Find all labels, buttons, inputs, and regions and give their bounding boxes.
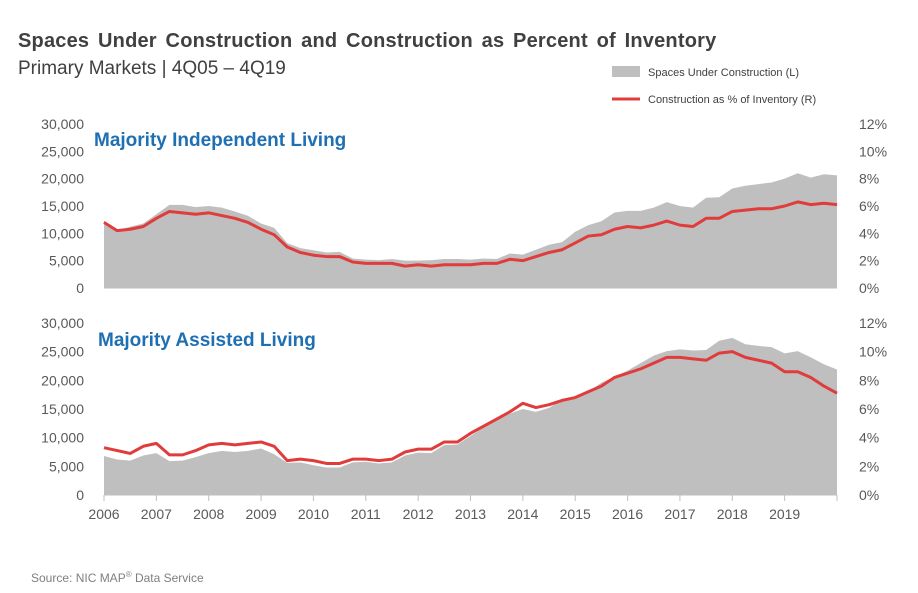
series-pct-line-panel-2 <box>103 350 838 465</box>
y-right-tick-label: 8% <box>859 372 879 388</box>
y-right-tick-label: 4% <box>859 225 879 241</box>
x-tick-label: 2013 <box>455 506 486 522</box>
y-right-tick-label: 4% <box>859 430 879 446</box>
x-tick-label: 2017 <box>664 506 695 522</box>
y-left-tick-label: 30,000 <box>41 116 84 132</box>
y-right-tick-label: 0% <box>859 487 879 503</box>
source-text: Source: NIC MAP <box>31 571 126 585</box>
x-tick-label: 2006 <box>88 506 119 522</box>
y-left-tick-label: 15,000 <box>41 198 84 214</box>
x-tick-label: 2009 <box>245 506 276 522</box>
chart-title: Spaces Under Construction and Constructi… <box>18 30 717 52</box>
x-tick-label: 2007 <box>141 506 172 522</box>
y-left-tick-label: 20,000 <box>41 171 84 187</box>
y-left-tick-label: 25,000 <box>41 143 84 159</box>
legend-area-label: Spaces Under Construction (L) <box>648 67 799 79</box>
y-left-tick-label: 30,000 <box>41 315 84 331</box>
y-right-tick-label: 2% <box>859 458 879 474</box>
y-right-tick-label: 6% <box>859 198 879 214</box>
y-left-tick-label: 20,000 <box>41 372 84 388</box>
y-left-tick-label: 5,000 <box>49 253 84 269</box>
x-tick-label: 2014 <box>507 506 538 522</box>
chart-subtitle: Primary Markets | 4Q05 – 4Q19 <box>18 58 286 79</box>
series-spaces-area-panel-1 <box>104 173 837 288</box>
y-left-tick-label: 0 <box>76 487 84 503</box>
y-right-tick-label: 10% <box>859 344 887 360</box>
x-tick-label: 2010 <box>298 506 329 522</box>
x-tick-label: 2016 <box>612 506 643 522</box>
y-left-tick-label: 5,000 <box>49 458 84 474</box>
series-pct-line-panel-1 <box>103 200 838 268</box>
y-left-tick-label: 10,000 <box>41 225 84 241</box>
x-tick-label: 2015 <box>560 506 591 522</box>
source-suffix: Data Service <box>131 571 204 585</box>
y-left-tick-label: 25,000 <box>41 344 84 360</box>
y-left-tick-label: 15,000 <box>41 401 84 417</box>
y-right-tick-label: 0% <box>859 280 879 296</box>
series-spaces-area-panel-2 <box>104 337 837 495</box>
y-right-tick-label: 2% <box>859 253 879 269</box>
panel-title-2: Majority Assisted Living <box>98 330 316 351</box>
y-right-tick-label: 8% <box>859 171 879 187</box>
x-tick-label: 2019 <box>769 506 800 522</box>
panel-title-1: Majority Independent Living <box>94 130 346 151</box>
x-tick-label: 2008 <box>193 506 224 522</box>
x-tick-label: 2012 <box>403 506 434 522</box>
legend-line-label: Construction as % of Inventory (R) <box>648 94 816 106</box>
x-tick-label: 2011 <box>351 506 381 522</box>
source-registered-mark: ® <box>125 570 132 579</box>
y-left-tick-label: 10,000 <box>41 430 84 446</box>
y-right-tick-label: 10% <box>859 143 887 159</box>
x-tick-label: 2018 <box>717 506 748 522</box>
y-right-tick-label: 6% <box>859 401 879 417</box>
y-right-tick-label: 12% <box>859 315 887 331</box>
legend-area-swatch <box>612 66 640 77</box>
y-left-tick-label: 0 <box>76 280 84 296</box>
source-note: Source: NIC MAP® Data Service <box>31 570 204 585</box>
y-right-tick-label: 12% <box>859 116 887 132</box>
